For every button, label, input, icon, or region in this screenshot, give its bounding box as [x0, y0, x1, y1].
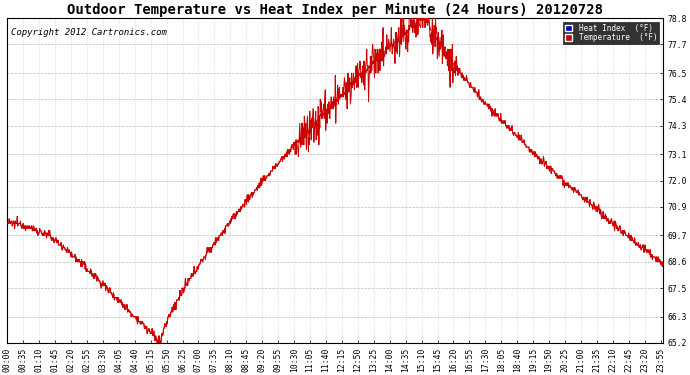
Title: Outdoor Temperature vs Heat Index per Minute (24 Hours) 20120728: Outdoor Temperature vs Heat Index per Mi…: [67, 3, 603, 17]
Legend: Heat Index  (°F), Temperature  (°F): Heat Index (°F), Temperature (°F): [563, 22, 659, 44]
Text: Copyright 2012 Cartronics.com: Copyright 2012 Cartronics.com: [10, 28, 166, 37]
